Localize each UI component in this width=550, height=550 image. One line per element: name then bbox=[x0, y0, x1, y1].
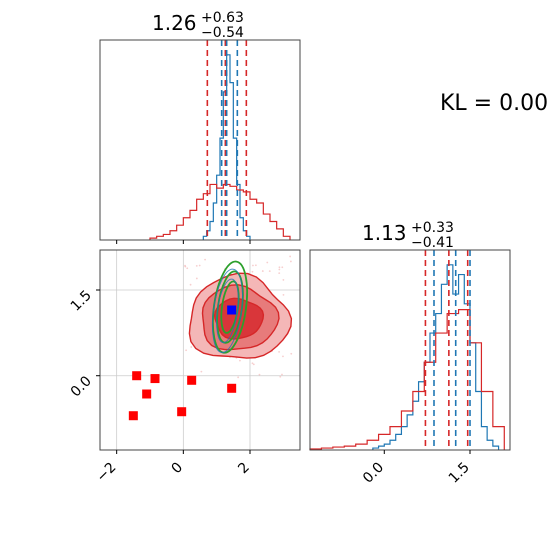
tick-label-p3-0: 0.0 bbox=[360, 460, 387, 487]
scatter-noise-point bbox=[190, 346, 193, 348]
red-marker-4 bbox=[177, 407, 187, 417]
scatter-noise-point bbox=[239, 359, 241, 362]
hist-series-0 bbox=[372, 264, 500, 450]
scatter-noise-point bbox=[266, 261, 269, 264]
scatter-noise-point bbox=[258, 373, 261, 376]
scatter-noise-point bbox=[281, 266, 284, 269]
kl-annotation: KL = 0.00 bbox=[440, 91, 548, 116]
scatter-noise-point bbox=[184, 265, 187, 268]
title-param1: 1.26 +0.63 −0.54 bbox=[152, 10, 244, 41]
scatter-noise-point bbox=[198, 264, 201, 267]
title-param2: 1.13 +0.33 −0.41 bbox=[362, 220, 454, 251]
scatter-noise-point bbox=[237, 376, 240, 379]
scatter-noise-point bbox=[185, 349, 188, 352]
red-marker-3 bbox=[128, 411, 138, 421]
tick-label-x-p2-0: −2 bbox=[94, 460, 120, 486]
panel-frame-3 bbox=[309, 249, 511, 451]
scatter-noise-point bbox=[289, 260, 292, 263]
scatter-panel: −2 0 2 0.0 1.5 bbox=[68, 249, 301, 486]
hist-panel-3: 0.0 1.5 bbox=[309, 249, 511, 487]
scatter-noise-point bbox=[195, 277, 198, 280]
red-marker-2 bbox=[142, 389, 152, 399]
title-param1-minus: −0.54 bbox=[201, 25, 244, 41]
hist-series-1 bbox=[309, 309, 505, 450]
panel-frame-1 bbox=[99, 39, 301, 241]
red-marker-1 bbox=[150, 374, 160, 384]
title-param2-median: 1.13 bbox=[362, 221, 407, 245]
tick-label-y-p2-1: 1.5 bbox=[68, 288, 95, 315]
scatter-noise-point bbox=[200, 370, 203, 373]
red-marker-6 bbox=[227, 383, 237, 393]
title-param2-plus: +0.33 bbox=[411, 220, 454, 236]
tick-label-x-p2-2: 2 bbox=[235, 460, 253, 478]
scatter-noise-point bbox=[268, 270, 271, 273]
scatter-noise-point bbox=[282, 293, 285, 296]
scatter-noise-point bbox=[290, 352, 293, 355]
tick-label-p3-1: 1.5 bbox=[446, 460, 473, 487]
scatter-noise-point bbox=[282, 355, 284, 358]
title-param2-minus: −0.41 bbox=[411, 235, 454, 251]
blue-contour-1 bbox=[216, 278, 239, 344]
red-marker-5 bbox=[187, 375, 197, 385]
scatter-noise-point bbox=[261, 270, 264, 272]
scatter-noise-point bbox=[278, 272, 281, 275]
scatter-noise-point bbox=[251, 270, 254, 273]
scatter-noise-point bbox=[251, 362, 254, 365]
scatter-noise-point bbox=[186, 267, 189, 270]
scatter-noise-point bbox=[289, 255, 292, 258]
blue-contour-0 bbox=[211, 268, 244, 353]
tick-label-y-p2-0: 0.0 bbox=[68, 373, 95, 400]
scatter-noise-point bbox=[279, 375, 282, 378]
scatter-noise-point bbox=[195, 264, 198, 267]
red-marker-0 bbox=[132, 371, 142, 381]
hist-series-1 bbox=[149, 183, 291, 240]
scatter-noise-point bbox=[278, 268, 281, 271]
tick-label-x-p2-1: 0 bbox=[169, 460, 187, 478]
scatter-noise-point bbox=[282, 279, 285, 281]
scatter-noise-point bbox=[189, 283, 192, 286]
scatter-noise-point bbox=[204, 258, 206, 261]
scatter-noise-point bbox=[252, 363, 255, 366]
scatter-noise-point bbox=[252, 264, 254, 267]
title-param1-plus: +0.63 bbox=[201, 10, 244, 26]
red-contour-inner bbox=[213, 297, 265, 340]
hist-panel-1 bbox=[99, 39, 301, 244]
blue-marker bbox=[227, 305, 237, 315]
scatter-noise-point bbox=[278, 266, 281, 269]
title-param1-median: 1.26 bbox=[152, 11, 197, 35]
scatter-noise-point bbox=[278, 350, 280, 353]
scatter-noise-point bbox=[281, 373, 283, 376]
panel-frame-2 bbox=[99, 249, 301, 451]
scatter-noise-point bbox=[254, 264, 257, 267]
